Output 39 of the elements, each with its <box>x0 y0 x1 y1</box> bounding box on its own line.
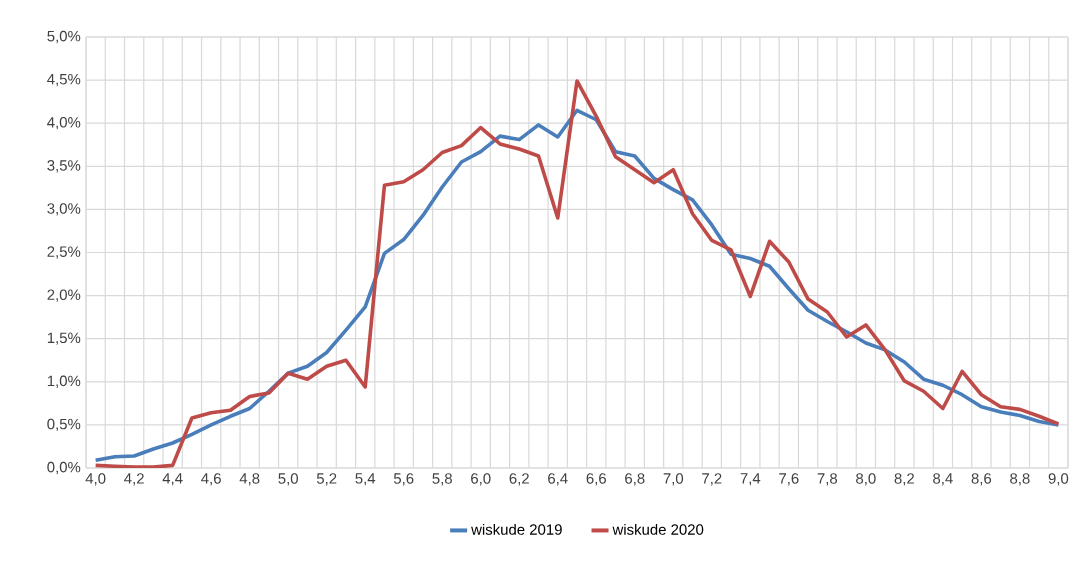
legend-label: wiskude 2020 <box>612 523 704 535</box>
x-tick-label: 6,8 <box>625 473 645 486</box>
x-tick-label: 8,8 <box>1010 473 1030 486</box>
legend-label: wiskude 2019 <box>471 523 562 535</box>
y-tick-label: 3,5% <box>47 160 81 173</box>
x-tick-label: 7,2 <box>702 473 722 486</box>
y-tick-label: 4,0% <box>47 117 81 130</box>
x-tick-label: 6,0 <box>471 473 491 486</box>
y-tick-label: 1,0% <box>47 375 81 388</box>
y-tick-label: 1,5% <box>47 332 81 345</box>
x-tick-label: 5,6 <box>393 473 414 486</box>
x-tick-label: 8,6 <box>971 473 992 486</box>
x-tick-label: 7,6 <box>779 473 799 486</box>
x-tick-label: 8,2 <box>894 473 914 486</box>
y-tick-label: 3,0% <box>47 203 81 216</box>
x-tick-label: 4,6 <box>201 473 221 486</box>
x-tick-label: 4,0 <box>85 473 106 486</box>
y-tick-label: 2,0% <box>47 289 81 302</box>
x-tick-label: 4,2 <box>124 473 144 486</box>
y-tick-label: 2,5% <box>47 246 81 259</box>
x-tick-label: 6,6 <box>586 473 606 486</box>
y-tick-label: 5,0% <box>47 30 81 44</box>
x-tick-label: 7,8 <box>817 473 838 486</box>
x-tick-label: 6,4 <box>548 473 568 486</box>
x-tick-label: 6,2 <box>509 473 529 486</box>
x-tick-label: 7,0 <box>663 473 684 486</box>
x-tick-label: 4,4 <box>162 473 183 486</box>
x-tick-label: 5,4 <box>355 473 376 486</box>
x-tick-label: 5,0 <box>278 473 298 486</box>
y-tick-label: 0,5% <box>47 418 81 432</box>
y-tick-label: 4,5% <box>47 73 81 87</box>
x-tick-label: 8,0 <box>856 473 876 486</box>
x-tick-label: 5,2 <box>316 473 337 486</box>
x-tick-label: 8,4 <box>933 473 953 486</box>
x-tick-label: 7,4 <box>740 473 761 486</box>
x-tick-label: 4,8 <box>239 473 260 486</box>
y-tick-label: 0,0% <box>47 461 81 475</box>
x-tick-label: 9,0 <box>1048 473 1069 486</box>
x-tick-label: 5,8 <box>432 473 452 486</box>
